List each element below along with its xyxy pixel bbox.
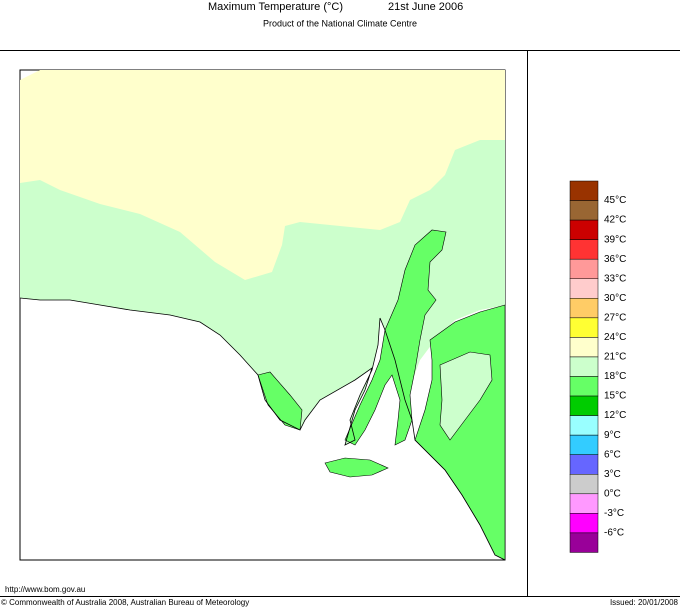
legend-swatch [569,219,599,240]
legend-swatch [569,415,599,436]
legend-label: 6°C [604,449,621,460]
legend-label: 33°C [604,273,626,284]
legend-label: 9°C [604,430,621,441]
legend-swatch [569,356,599,377]
legend-swatch [569,474,599,495]
legend-swatch [569,513,599,534]
legend-swatch [569,493,599,514]
legend-swatch [569,395,599,416]
legend-swatch [569,317,599,338]
legend-label: 45°C [604,195,626,206]
land-light-green [20,140,505,445]
legend-swatch [569,454,599,475]
legend-label: 12°C [604,410,626,421]
legend-swatch [569,200,599,221]
legend-swatch [569,532,599,553]
footer-url: http://www.bom.gov.au [5,585,85,594]
legend-label: -3°C [604,508,624,519]
legend-swatch [569,239,599,260]
map [19,69,506,561]
legend-label: 42°C [604,215,626,226]
legend-label: 24°C [604,332,626,343]
frame [0,50,680,597]
legend-swatch [569,434,599,455]
legend-swatch [569,180,599,201]
legend-label: 30°C [604,293,626,304]
green-kangaroo-island [324,457,389,478]
coastline [19,297,506,561]
legend-label: 15°C [604,391,626,402]
legend-swatch [569,278,599,299]
subtitle: Product of the National Climate Centre [263,18,417,28]
legend-swatch [569,376,599,397]
land-cream [20,70,505,445]
legend-label: 39°C [604,234,626,245]
legend-label: -6°C [604,528,624,539]
legend-label: 36°C [604,254,626,265]
legend-label: 21°C [604,352,626,363]
light-green-patch [439,351,493,441]
legend-label: 27°C [604,312,626,323]
legend-swatch [569,298,599,319]
legend-swatch [569,258,599,280]
legend-label: 0°C [604,488,621,499]
legend-swatch [569,337,599,358]
legend: 45°C 42°C 39°C 36°C 33°C 30°C 27°C 24°C 21°C 18°C… [569,180,626,553]
title: Maximum Temperature (°C) [208,1,343,13]
footer-copyright: © Commonwealth of Australia 2008, Austra… [1,598,249,607]
footer-issued: Issued: 20/01/2008 [610,598,679,607]
date: 21st June 2006 [388,1,463,13]
legend-label: 3°C [604,469,621,480]
legend-label: 18°C [604,371,626,382]
